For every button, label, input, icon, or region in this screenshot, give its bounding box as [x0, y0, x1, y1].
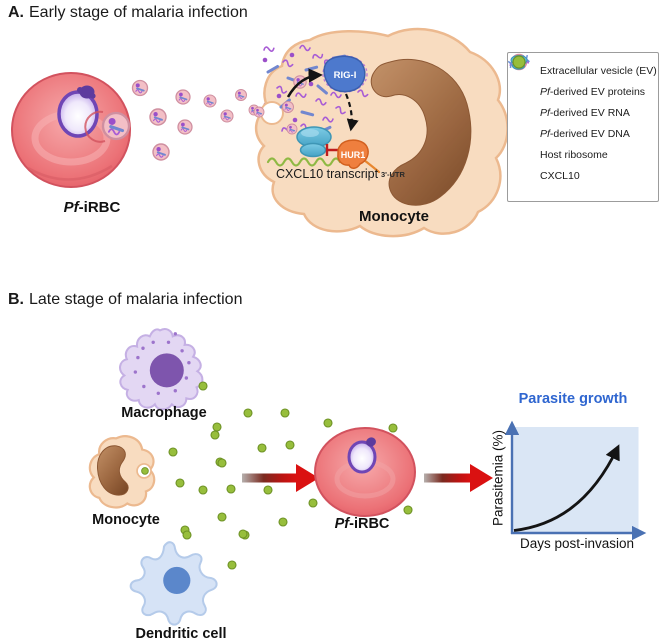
- cxcl10-icon: [512, 55, 540, 185]
- dendritic-nucleus: [163, 566, 191, 595]
- rigi-protein: RIG-I: [322, 55, 368, 93]
- rigi-blob: [323, 55, 366, 93]
- cxcl10-transcript-line: [266, 157, 342, 167]
- legend-label: -derived EV DNA: [549, 127, 630, 140]
- panel-b-letter: B.: [8, 291, 24, 308]
- legend-label: Host ribosome: [540, 148, 608, 161]
- legend-label-prefix: Pf: [540, 85, 550, 98]
- legend-label: -derived EV proteins: [549, 85, 646, 98]
- hur1-protein: HUR1: [337, 139, 369, 169]
- legend-box: Extracellular vesicle (EV) Pf-derived EV…: [507, 52, 659, 202]
- parasite-a: [57, 85, 99, 138]
- transcript-label: CXCL10 transcript: [276, 167, 379, 181]
- chart-plot-area: [512, 427, 639, 533]
- monocyte-cell-a: RIG-I HUR1 3'-UTR CXCL10 transcript: [253, 27, 509, 238]
- irbc-label-a-suffix: -iRBC: [78, 199, 121, 216]
- panel-a-letter: A.: [8, 4, 24, 21]
- panel-a-heading: A. Early stage of malaria infection: [8, 4, 248, 22]
- chart-x-axis-label: Days post-invasion: [519, 536, 635, 551]
- ev-dna-icon: [508, 54, 540, 143]
- legend-label: CXCL10: [540, 169, 580, 182]
- growth-chart: [504, 420, 647, 541]
- legend-label-prefix: Pf: [540, 106, 550, 119]
- monocyte-cell-b: [88, 435, 156, 509]
- pf-irbc-cell-b: [314, 427, 416, 517]
- monocyte-label-b: Monocyte: [92, 512, 160, 528]
- monocyte-nucleus-b: [97, 445, 129, 496]
- legend-item-ev: Extracellular vesicle (EV): [510, 53, 657, 81]
- panel-a-title: Early stage of malaria infection: [29, 4, 248, 21]
- panel-b-title: Late stage of malaria infection: [29, 291, 243, 308]
- ev-trail: [131, 79, 274, 161]
- monocyte-label-a: Monocyte: [358, 208, 430, 225]
- legend-label-prefix: Pf: [540, 127, 550, 140]
- ev-rna-icon: [509, 58, 540, 122]
- macrophage-label: Macrophage: [121, 405, 207, 421]
- signaling-dashed-arrow: [344, 93, 359, 132]
- growth-curve: [513, 444, 620, 532]
- arrow-to-irbc: [242, 464, 319, 492]
- macrophage-nucleus: [149, 353, 184, 388]
- legend-item-cxcl10: CXCL10: [512, 55, 654, 186]
- utr-tail: [362, 158, 381, 174]
- irbc-label-a-prefix: Pf: [63, 199, 79, 216]
- legend-label: -derived EV RNA: [549, 106, 630, 119]
- host-ribosome: [296, 126, 332, 158]
- pf-irbc-cell-a: [11, 72, 131, 188]
- irbc-label-b-prefix: Pf: [334, 516, 350, 532]
- chart-y-axis-label: Parasitemia (%): [490, 429, 506, 527]
- macrophage-cell: [119, 328, 204, 411]
- budding-vesicle: [101, 111, 131, 141]
- irbc-label-b: Pf-iRBC: [335, 516, 390, 532]
- arrow-to-growth: [424, 464, 493, 492]
- irbc-label-b-suffix: -iRBC: [349, 516, 390, 532]
- legend-label: Extracellular vesicle (EV): [540, 64, 657, 77]
- hur1-blob: [337, 139, 369, 169]
- panel-b-heading: B. Late stage of malaria infection: [8, 291, 242, 309]
- macrophage-granules: [133, 332, 191, 395]
- hur1-label: HUR1: [341, 150, 366, 160]
- chart-title: Parasite growth: [518, 391, 628, 407]
- sensing-arrow: [286, 68, 323, 98]
- legend-item-ev-dna: Pf-derived EV DNA: [508, 54, 654, 144]
- dendritic-cell: [129, 541, 218, 626]
- utr-label: 3'-UTR: [381, 170, 405, 179]
- secreted-cxcl10: [141, 467, 149, 475]
- dendritic-label: Dendritic cell: [135, 626, 227, 641]
- legend-item-ribosome: Host ribosome: [510, 55, 654, 165]
- rigi-label: RIG-I: [334, 70, 357, 81]
- inhibition-tbar: [325, 144, 338, 156]
- irbc-label-a: Pf-iRBC: [64, 199, 121, 216]
- parasite-b: [347, 437, 377, 474]
- ev-protein-icon: [513, 57, 540, 101]
- monocyte-nucleus-a: [370, 58, 472, 206]
- ribosome-icon: [510, 55, 540, 164]
- legend-item-ev-rna: Pf-derived EV RNA: [509, 58, 654, 123]
- legend-item-ev-proteins: Pf-derived EV proteins: [513, 57, 654, 102]
